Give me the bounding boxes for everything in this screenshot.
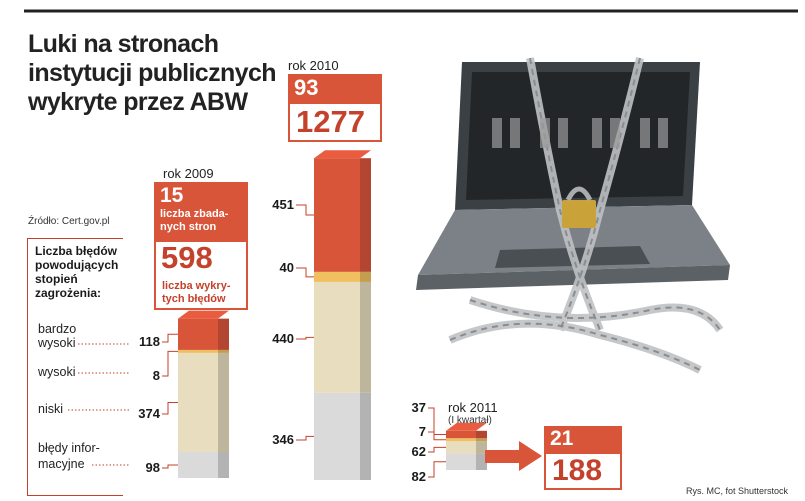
bar-segment-0-3	[178, 318, 218, 350]
errors-box-2010: 1277	[288, 102, 382, 142]
bar-side-0-0	[218, 452, 229, 478]
errors-caption-2009-b: tych błędów	[162, 293, 226, 305]
leader-2010-2	[296, 267, 314, 278]
sites-box-2010: 93	[288, 74, 382, 102]
value-label-2009-0: 98	[145, 460, 160, 475]
leader-2010-3	[296, 204, 314, 216]
level-label-very_high-0: bardzo	[38, 322, 77, 336]
bar-segment-2-1	[446, 441, 476, 454]
legend-frame	[27, 238, 123, 496]
bar-segment-2-2	[446, 438, 476, 442]
errors-value-2010: 1277	[296, 104, 365, 139]
bar-side-0-2	[218, 349, 229, 353]
bar-segment-2-0	[446, 453, 476, 470]
errors-box-2009: 598 liczba wykry-tych błędów	[154, 240, 248, 310]
sites-box-2011: 21	[544, 426, 622, 452]
sites-box-2009: 15 liczba zbada-nych stron	[154, 182, 248, 240]
year-label-2009: rok 2009	[163, 166, 214, 181]
level-label-info-0: błędy infor-	[38, 441, 100, 455]
bar-side-1-1	[360, 281, 371, 393]
sites-value-2011: 21	[550, 427, 574, 450]
bar-segment-1-1	[314, 281, 360, 393]
leader-2011-0	[428, 461, 446, 478]
value-label-2011-3: 37	[411, 400, 426, 415]
bar-side-0-1	[218, 352, 229, 453]
arrow-shaft	[485, 450, 519, 463]
arrow-right-icon	[519, 441, 542, 471]
leader-2009-0	[162, 464, 178, 469]
level-label-very_high-1: wysoki	[38, 336, 76, 350]
errors-value-2011: 188	[552, 454, 603, 487]
leader-2011-2	[428, 431, 446, 441]
bar-side-1-0	[360, 392, 371, 480]
value-label-2010-2: 40	[279, 260, 294, 275]
bar-side-2-1	[476, 441, 487, 454]
leader-2010-0	[296, 435, 314, 441]
bar-segment-0-2	[178, 349, 218, 353]
sites-caption-2009-b: nych stron	[160, 221, 217, 233]
padlock-icon	[562, 200, 596, 228]
sites-caption-2009-a: liczba zbada-	[160, 208, 229, 220]
legend-title: Liczba błędów powodujących stopień zagro…	[35, 244, 119, 300]
year-sublabel-2011: (I kwartał)	[448, 415, 492, 426]
value-label-2011-0: 82	[411, 469, 426, 484]
bar-side-0-3	[218, 318, 229, 350]
year-label-2011: rok 2011	[448, 400, 498, 415]
value-label-2010-0: 346	[272, 432, 294, 447]
errors-value-2009: 598	[161, 240, 213, 275]
leader-2011-3	[428, 407, 446, 435]
bar-side-2-3	[476, 430, 487, 439]
value-label-2011-1: 62	[411, 444, 426, 459]
bar-top-1	[314, 150, 371, 159]
leader-2009-1	[162, 401, 178, 415]
leader-2009-2	[162, 350, 178, 377]
year-label-2010: rok 2010	[288, 58, 339, 73]
leader-2010-1	[296, 336, 314, 340]
level-label-info-1: macyjne	[38, 457, 85, 471]
laptop-chained-illustration	[416, 57, 730, 374]
value-label-2009-2: 8	[152, 368, 160, 383]
bar-side-2-2	[476, 438, 487, 442]
level-label-high-0: wysoki	[38, 365, 76, 379]
errors-box-2011: 188	[544, 452, 622, 490]
sites-value-2009: 15	[160, 184, 184, 207]
chart-title: Luki na stronach instytucji publicznych …	[28, 30, 277, 116]
bar-segment-2-3	[446, 430, 476, 439]
sites-value-2010: 93	[294, 75, 319, 100]
value-label-2009-3: 118	[139, 334, 160, 349]
bar-segment-1-2	[314, 271, 360, 282]
bar-segment-0-0	[178, 452, 218, 478]
errors-caption-2009-a: liczba wykry-	[162, 280, 231, 292]
bar-side-2-0	[476, 453, 487, 470]
value-label-2009-1: 374	[138, 406, 160, 421]
bar-side-1-3	[360, 158, 371, 272]
source-note: Źródło: Cert.gov.pl	[28, 216, 110, 227]
leader-2011-1	[428, 446, 446, 453]
value-label-2010-3: 451	[272, 197, 294, 212]
bar-segment-1-0	[314, 392, 360, 480]
bar-segment-1-3	[314, 158, 360, 272]
value-label-2010-1: 440	[272, 331, 294, 346]
leader-2009-3	[162, 333, 178, 343]
bar-top-0	[178, 310, 229, 319]
bar-side-1-2	[360, 271, 371, 282]
bar-segment-0-1	[178, 352, 218, 453]
value-label-2011-2: 7	[418, 424, 426, 439]
bar-top-2	[446, 422, 487, 431]
level-label-low-0: niski	[38, 402, 64, 416]
credit-note: Rys. MC, fot Shutterstock	[686, 486, 789, 496]
